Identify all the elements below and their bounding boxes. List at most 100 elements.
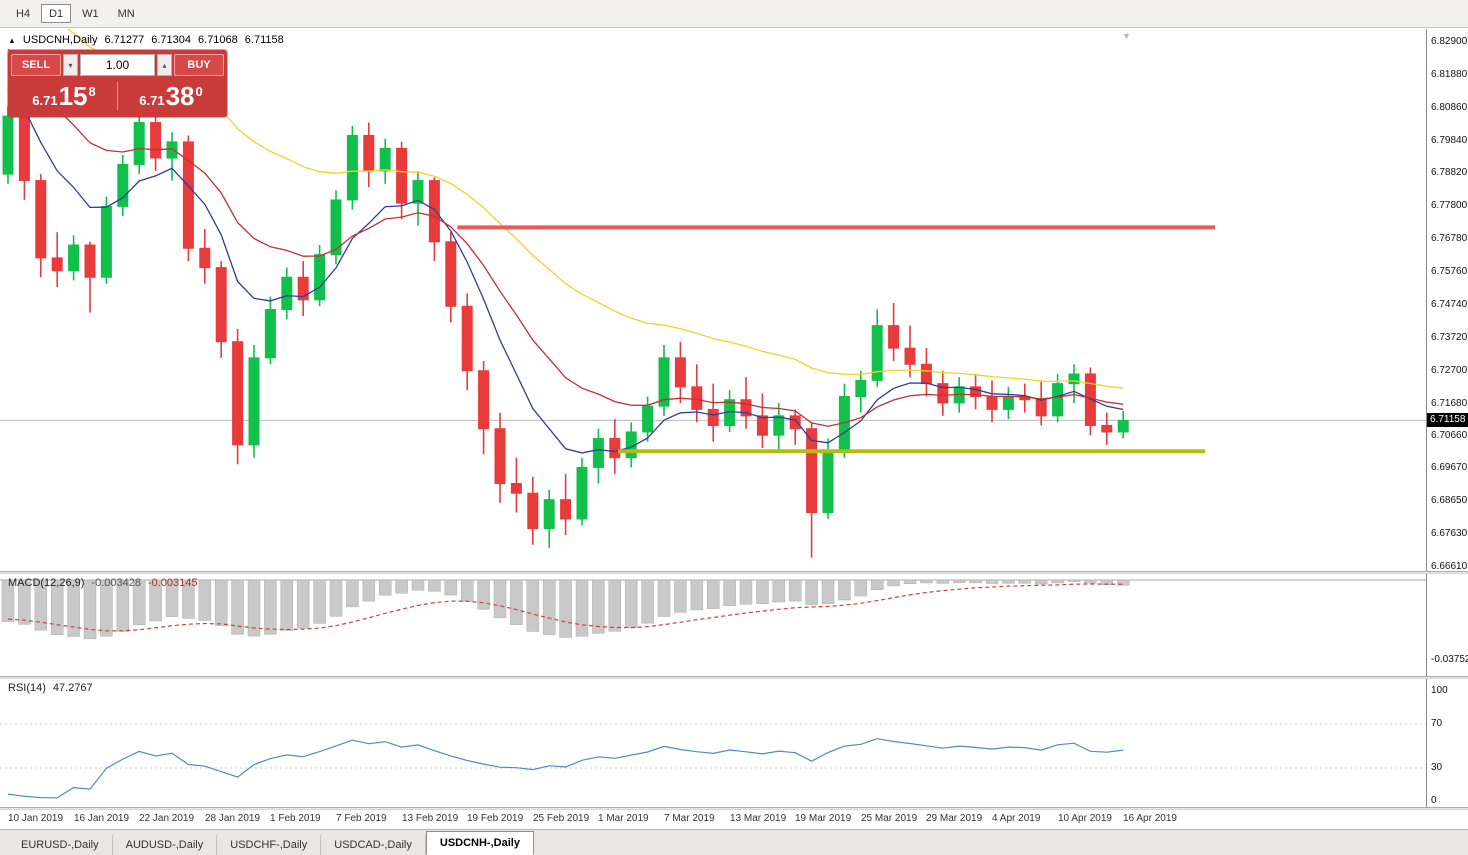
date-axis-label: 28 Jan 2019 xyxy=(205,813,261,824)
symbol-tab-usdcnh[interactable]: USDCNH-,Daily xyxy=(425,831,534,855)
price-axis-label: 6.78820 xyxy=(1431,167,1468,178)
candle xyxy=(1068,364,1080,403)
volume-spin-down-button[interactable]: ▾ xyxy=(63,54,78,76)
symbol-tab-eurusd[interactable]: EURUSD-,Daily xyxy=(8,835,113,855)
candle xyxy=(658,344,670,416)
buy-price-prefix: 6.71 xyxy=(139,92,165,108)
price-axis-label: 6.75760 xyxy=(1431,266,1468,277)
candle xyxy=(117,154,129,217)
panel-splitter[interactable] xyxy=(0,676,1468,679)
price-divider xyxy=(117,81,118,110)
candle xyxy=(478,361,490,455)
candle xyxy=(68,235,80,281)
candle xyxy=(281,267,293,320)
candle xyxy=(264,296,276,365)
price-chart[interactable]: ▲ USDCNH,Daily 6.71277 6.71304 6.71068 6… xyxy=(0,29,1426,571)
macd-title: MACD(12,26,9) xyxy=(8,577,85,589)
volume-input[interactable] xyxy=(80,54,155,76)
date-axis-label: 25 Feb 2019 xyxy=(533,813,590,824)
date-axis-label: 7 Feb 2019 xyxy=(336,813,387,824)
candle xyxy=(182,135,194,262)
candle xyxy=(789,409,801,445)
macd-main-value: -0.003428 xyxy=(91,577,141,589)
panel-splitter[interactable] xyxy=(0,807,1468,810)
rsi-canvas xyxy=(0,723,1426,799)
date-axis-label: 13 Feb 2019 xyxy=(402,813,459,824)
candle xyxy=(970,373,982,410)
date-axis-label: 1 Feb 2019 xyxy=(270,813,321,824)
buy-button[interactable]: BUY xyxy=(174,54,224,76)
rsi-indicator-panel[interactable]: RSI(14) 47.2767 xyxy=(0,679,1426,807)
candle xyxy=(35,174,47,278)
date-axis-label: 16 Jan 2019 xyxy=(74,813,130,824)
rsi-axis-label: 100 xyxy=(1431,685,1448,696)
candle xyxy=(412,170,424,226)
candle xyxy=(84,241,96,313)
timeframe-tab-mn[interactable]: MN xyxy=(117,7,135,20)
date-axis-label: 29 Mar 2019 xyxy=(926,813,983,824)
candle xyxy=(248,344,260,458)
buy-price-display[interactable]: 6.71 38 0 xyxy=(118,81,224,111)
candle xyxy=(428,177,440,262)
candle xyxy=(740,377,752,429)
rsi-header: RSI(14) 47.2767 xyxy=(8,682,93,694)
candle xyxy=(1117,411,1129,439)
candle xyxy=(691,364,703,423)
candle xyxy=(215,261,227,358)
collapse-arrow-icon[interactable]: ▲ xyxy=(8,35,16,45)
candle xyxy=(1002,386,1014,420)
candle xyxy=(18,112,30,200)
candle xyxy=(543,489,555,548)
sell-price-display[interactable]: 6.71 15 8 xyxy=(11,81,117,111)
macd-signal-value: -0.003145 xyxy=(147,577,198,589)
moving-average-line-8 xyxy=(7,88,1124,454)
rsi-axis-label: 0 xyxy=(1431,795,1437,806)
date-axis-label: 19 Mar 2019 xyxy=(795,813,852,824)
symbol-tab-audusd[interactable]: AUDUSD-,Daily xyxy=(113,835,218,855)
price-axis-label: 6.73720 xyxy=(1431,332,1468,343)
chart-ohlc-header: ▲ USDCNH,Daily 6.71277 6.71304 6.71068 6… xyxy=(8,34,284,46)
price-axis-label: 6.77800 xyxy=(1431,200,1468,211)
price-axis-label: 6.81880 xyxy=(1431,69,1468,80)
price-axis-label: 6.72700 xyxy=(1431,365,1468,376)
candle xyxy=(297,261,309,316)
symbol-tab-usdcad[interactable]: USDCAD-,Daily xyxy=(321,835,426,855)
candle xyxy=(920,348,932,397)
price-axis-label: 6.79840 xyxy=(1431,135,1468,146)
sell-button[interactable]: SELL xyxy=(11,54,61,76)
candle xyxy=(609,419,621,474)
candle xyxy=(494,412,506,503)
price-axis-label: 6.80860 xyxy=(1431,102,1468,113)
panel-splitter[interactable] xyxy=(0,571,1468,574)
date-axis-label: 4 Apr 2019 xyxy=(992,813,1041,824)
sell-price-prefix: 6.71 xyxy=(32,92,58,108)
candle xyxy=(51,232,63,287)
sell-price-big: 15 xyxy=(58,80,88,111)
price-axis[interactable]: 6.71158 6.82900 6.81880 6.80860 6.79840 6.78… xyxy=(1426,29,1468,810)
candle xyxy=(806,422,818,558)
price-axis-label: 6.67630 xyxy=(1431,528,1468,539)
timeframe-tab-w1[interactable]: W1 xyxy=(82,7,99,20)
date-axis-label: 10 Jan 2019 xyxy=(8,813,64,824)
ohlc-high: 6.71304 xyxy=(151,34,192,46)
candle xyxy=(314,245,326,307)
date-axis[interactable]: 10 Jan 2019 16 Jan 2019 22 Jan 2019 28 Jan … xyxy=(0,810,1426,828)
date-axis-label: 1 Mar 2019 xyxy=(598,813,649,824)
candle xyxy=(100,196,112,284)
candle xyxy=(445,232,457,323)
timeframe-tab-d1[interactable]: D1 xyxy=(41,4,72,23)
macd-indicator-panel[interactable]: MACD(12,26,9) -0.003428 -0.003145 xyxy=(0,574,1426,676)
candle xyxy=(904,325,916,378)
buy-price-sup: 0 xyxy=(195,83,203,99)
symbol-tab-usdchf[interactable]: USDCHF-,Daily xyxy=(217,835,322,855)
candle xyxy=(1019,383,1031,413)
candle xyxy=(888,303,900,362)
volume-spin-up-button[interactable]: ▴ xyxy=(157,54,172,76)
ohlc-open: 6.71277 xyxy=(104,34,145,46)
candle xyxy=(838,383,850,458)
candle xyxy=(560,473,572,536)
candle xyxy=(232,328,244,465)
candle xyxy=(1035,380,1047,426)
timeframe-tab-h4[interactable]: H4 xyxy=(16,7,31,20)
